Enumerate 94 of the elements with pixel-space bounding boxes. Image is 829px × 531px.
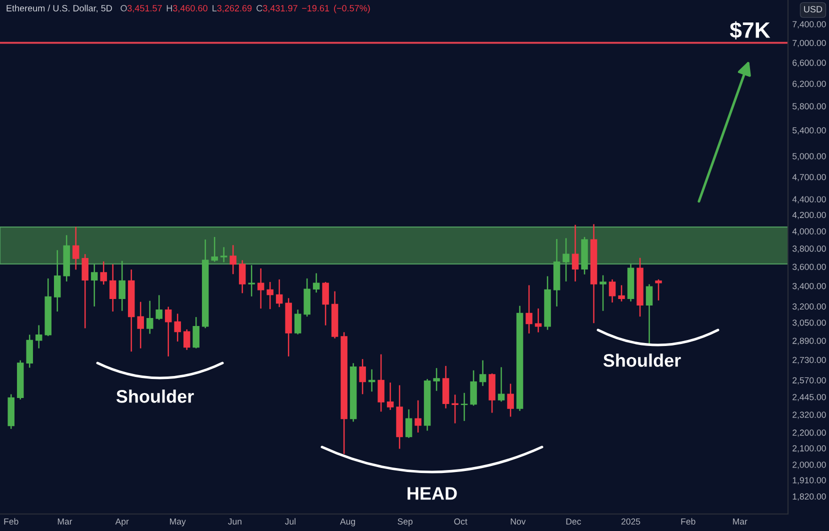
x-tick-label: Sep [398, 518, 413, 526]
annotation: Shoulder [116, 390, 194, 403]
candlestick [322, 282, 329, 326]
y-tick-label: 7,000.00 [792, 40, 826, 48]
candlestick [146, 300, 154, 334]
candlestick [109, 264, 116, 312]
x-tick-label: Mar [733, 518, 748, 525]
x-tick-label: Apr [115, 518, 129, 526]
y-tick-label: 4,200.00 [792, 212, 826, 220]
candlestick [54, 250, 61, 312]
candlestick [90, 264, 98, 306]
candlestick [562, 238, 570, 282]
candlestick [359, 359, 366, 394]
candlestick [156, 295, 162, 320]
candlestick [452, 394, 458, 424]
x-tick-label: Jun [228, 518, 242, 525]
annotation: Shoulder [603, 354, 681, 367]
y-tick-label: 3,050.00 [792, 320, 826, 327]
y-tick-label: 2,445.00 [792, 394, 826, 402]
candlestick [498, 367, 505, 402]
text: USD [804, 6, 822, 12]
candlestick [276, 279, 283, 308]
candlestick [230, 245, 236, 274]
y-tick-label: 2,200.00 [792, 430, 826, 437]
candlestick [655, 279, 662, 300]
candlestick [312, 273, 320, 293]
candlestick [35, 325, 42, 348]
x-tick-label: 2025 [621, 518, 640, 525]
candlestick [414, 400, 422, 433]
chart-title: Ethereum / U.S. Dollar, 5D [6, 4, 112, 12]
candlestick [82, 254, 88, 328]
candlestick [211, 236, 218, 262]
y-tick-label: 5,400.00 [792, 127, 826, 134]
x-tick-label: Mar [58, 518, 72, 525]
candlestick [600, 275, 606, 311]
candlestick [192, 317, 200, 348]
x-tick-label: Feb [681, 518, 696, 525]
candlestick [507, 384, 514, 417]
candlestick [266, 282, 274, 310]
y-tick-label: 6,200.00 [792, 80, 826, 88]
candlestick [526, 285, 532, 334]
candlestick [534, 308, 542, 332]
y-tick-label: 6,600.00 [792, 60, 826, 67]
candlestick [26, 334, 33, 368]
candlestick [220, 247, 228, 262]
candlestick [100, 261, 107, 285]
candlestick [183, 329, 190, 350]
x-tick-label: Nov [510, 518, 526, 525]
candlestick [72, 226, 80, 270]
y-tick-label: 2,320.00 [792, 412, 826, 419]
y-tick-label: 3,600.00 [792, 264, 826, 271]
annotation: HEAD [408, 487, 457, 500]
text: O3,451.57 H3,460.60 L3,262.69 C3,431.97 −19.61 (−0.57%) [120, 4, 370, 14]
y-tick-label: 2,730.00 [792, 356, 826, 364]
y-tick-label: 4,000.00 [792, 228, 826, 236]
candlestick [646, 284, 653, 344]
x-tick-label: Aug [340, 518, 355, 526]
y-tick-label: 4,700.00 [792, 174, 826, 182]
candlestick [386, 382, 394, 410]
candlestick [479, 360, 486, 386]
x-tick-label: Dec [566, 518, 581, 525]
x-tick-label: Oct [454, 518, 468, 525]
y-tick-label: 1,820.00 [792, 493, 826, 501]
candlestick [470, 370, 477, 406]
candlestick [405, 409, 412, 438]
y-tick-label: 3,800.00 [792, 246, 826, 253]
candlestick [618, 285, 625, 302]
y-tick-label: 2,100.00 [792, 445, 826, 452]
candlestick [137, 302, 144, 348]
y-tick-label: 3,200.00 [792, 303, 826, 311]
annotation: $7K [730, 21, 770, 40]
y-tick-label: 1,910.00 [792, 477, 826, 484]
y-tick-label: 3,400.00 [792, 282, 826, 290]
y-tick-label: 4,400.00 [792, 196, 826, 204]
candlestick [164, 306, 172, 356]
candlestick [118, 260, 126, 311]
y-tick-label: 2,570.00 [792, 377, 826, 384]
x-tick-label: Feb [4, 518, 18, 525]
x-tick-label: May [170, 518, 186, 526]
candlestick [294, 310, 302, 334]
candlestick [433, 368, 440, 391]
candlestick [608, 279, 616, 302]
candlestick [248, 265, 255, 296]
candlestick [174, 314, 181, 342]
candlestick [572, 224, 579, 282]
candlestick [257, 268, 264, 309]
y-tick-label: 2,890.00 [792, 338, 826, 345]
y-tick-label: 5,000.00 [792, 153, 826, 160]
candlestick [378, 354, 384, 412]
y-tick-label: 7,400.00 [792, 21, 826, 28]
y-tick-label: 2,000.00 [792, 462, 826, 469]
candlestick [238, 260, 246, 294]
x-tick-label: Jul [284, 518, 296, 525]
y-tick-label: 5,800.00 [792, 103, 826, 110]
